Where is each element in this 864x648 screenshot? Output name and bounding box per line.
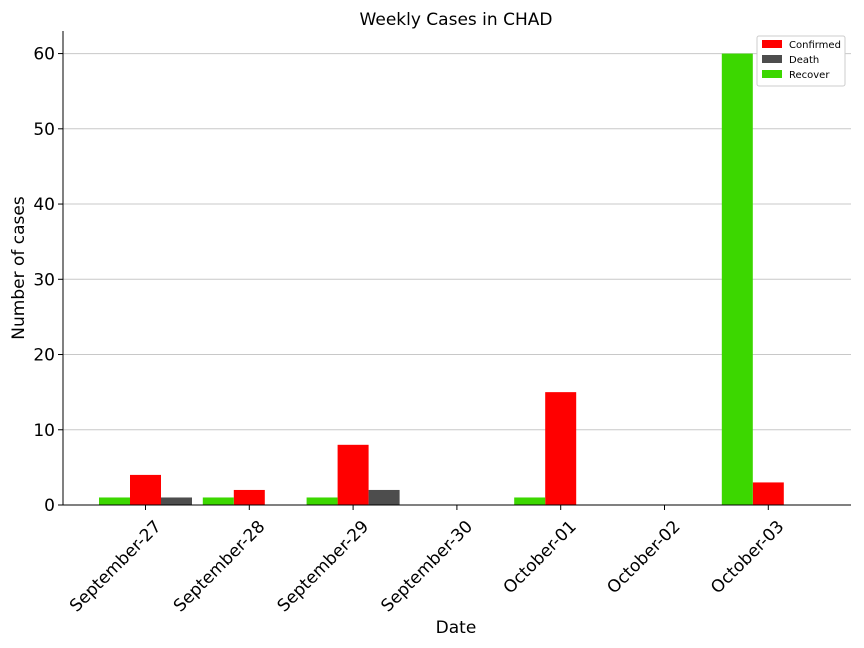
legend-swatch [762,55,782,63]
bar-recover [202,497,234,505]
legend-swatch [762,70,782,78]
gridlines [63,53,851,431]
legend: Confirmed Death Recover [756,35,846,87]
bar-recover [514,497,546,505]
x-tick-label: September-29 [274,517,373,616]
y-tick-label: 0 [44,496,55,516]
bars [99,53,784,505]
legend-swatch [762,40,782,48]
y-tick-label: 30 [33,270,55,290]
y-tick-label: 10 [33,421,55,441]
bar-recover [99,497,130,505]
y-axis-label: Number of cases [9,196,29,340]
x-ticks: September-27 September-28 September-29 Sept… [66,505,788,616]
y-ticks: 0 10 20 30 40 50 60 [33,45,63,516]
x-tick-label: October-02 [603,517,684,598]
bar-confirmed [233,489,265,505]
x-tick-label: October-03 [707,517,788,598]
legend-label: Confirmed [789,40,841,51]
y-tick-label: 50 [33,120,55,140]
bar-death [368,489,400,505]
bar-recover [721,53,753,505]
y-tick-label: 20 [33,346,55,366]
bar-recover [306,497,338,505]
x-tick-label: September-27 [66,517,165,616]
bar-confirmed [545,392,577,505]
bar-confirmed [337,444,369,505]
chart-title: Weekly Cases in CHAD [360,10,553,30]
y-tick-label: 40 [33,195,55,215]
bar-confirmed [130,474,161,505]
x-tick-label: September-28 [170,517,269,616]
legend-label: Recover [789,70,830,81]
bar-death [161,497,192,505]
x-tick-label: September-30 [377,517,476,616]
y-tick-label: 60 [33,45,55,65]
legend-label: Death [789,55,819,66]
x-tick-label: October-01 [500,517,581,598]
x-axis-label: Date [436,618,477,638]
bar-confirmed [752,482,784,505]
